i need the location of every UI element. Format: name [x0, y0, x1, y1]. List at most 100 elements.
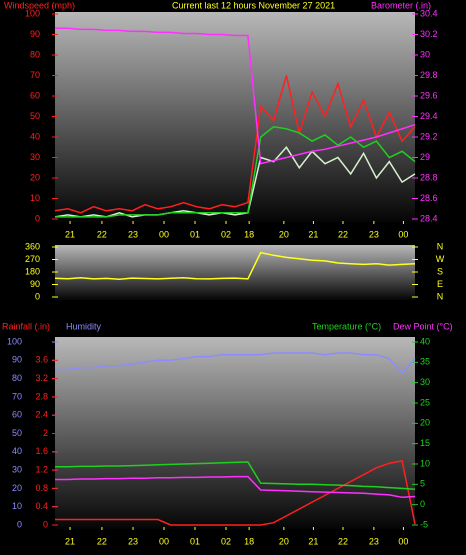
panel: [55, 245, 415, 300]
x-tick-label: 00: [398, 536, 408, 546]
y-tick-label: 90: [12, 355, 22, 365]
y2-tick-label: 29.6: [420, 90, 438, 100]
x-tick-label: 21: [65, 536, 75, 546]
y-tick-label: 100: [25, 8, 40, 18]
y-tick-label: 90: [30, 279, 40, 289]
x-tick-label: 20: [279, 229, 289, 239]
series-line: [55, 27, 416, 165]
chart-title: Current last 12 hours November 27 2021: [172, 0, 335, 10]
y-tick-label: 10: [12, 501, 22, 511]
x-tick-label: 02: [221, 536, 231, 546]
series-line: [54, 75, 416, 214]
x-tick-label: 20: [279, 536, 289, 546]
y-tick-label: 50: [30, 111, 40, 121]
y2-tick-label: 29.8: [420, 70, 438, 80]
x-tick-label: 22: [338, 229, 348, 239]
y3-tick-label: 2.8: [35, 391, 48, 401]
y2-tick-label: W: [436, 254, 445, 264]
panel: [55, 12, 415, 222]
y2-tick-label: E: [437, 279, 443, 289]
y2-tick-label: 28.8: [420, 172, 438, 182]
y2-tick-label: 29.2: [420, 131, 438, 141]
x-tick-label: 22: [97, 229, 107, 239]
x-tick-label: 00: [159, 229, 169, 239]
legend-label: Rainfall (.in): [2, 321, 50, 331]
series-line: [54, 251, 416, 280]
y2-tick-label: 35: [420, 357, 430, 367]
y-tick-label: 80: [30, 49, 40, 59]
y3-tick-label: 3.2: [35, 373, 48, 383]
x-tick-label: 00: [398, 229, 408, 239]
y2-label: Barometer (.in): [371, 0, 431, 10]
y-tick-label: 0: [17, 519, 22, 529]
legend-label: Humidity: [66, 321, 102, 331]
y-tick-label: 0: [35, 213, 40, 223]
y3-tick-label: 1.2: [35, 464, 48, 474]
x-tick-label: 21: [308, 536, 318, 546]
y-tick-label: 40: [30, 131, 40, 141]
y-tick-label: 30: [12, 464, 22, 474]
y-label: Windspeed (mph): [4, 0, 75, 10]
x-tick-label: 21: [65, 229, 75, 239]
x-tick-label: 22: [97, 536, 107, 546]
series-line: [55, 352, 416, 375]
y2-tick-label: 5: [420, 479, 425, 489]
y2-tick-label: N: [437, 241, 444, 251]
y2-tick-label: 0: [420, 499, 425, 509]
y-tick-label: 270: [25, 254, 40, 264]
y2-tick-label: 29: [420, 152, 430, 162]
y2-tick-label: 30: [420, 49, 430, 59]
legend-label: Dew Point (°C): [393, 321, 453, 331]
y2-tick-label: N: [437, 291, 444, 301]
y2-tick-label: 29.4: [420, 111, 438, 121]
x-tick-label: 18: [244, 536, 254, 546]
series-line: [55, 460, 416, 526]
series-line: [54, 146, 416, 218]
y-tick-label: 20: [12, 483, 22, 493]
y2-tick-label: 30.4: [420, 8, 438, 18]
x-tick-label: 01: [190, 536, 200, 546]
y-tick-label: 90: [30, 29, 40, 39]
y2-tick-label: S: [437, 266, 443, 276]
y-tick-label: 70: [12, 391, 22, 401]
y2-tick-label: 30.2: [420, 29, 438, 39]
y-tick-label: 40: [12, 446, 22, 456]
series-line: [55, 126, 416, 218]
y3-tick-label: 2.4: [35, 410, 48, 420]
y3-tick-label: 1.6: [35, 446, 48, 456]
y2-tick-label: 10: [420, 458, 430, 468]
y2-tick-label: -5: [420, 519, 428, 529]
y-tick-label: 70: [30, 70, 40, 80]
x-tick-label: 01: [190, 229, 200, 239]
x-tick-label: 21: [308, 229, 318, 239]
y-tick-label: 30: [30, 152, 40, 162]
y2-tick-label: 25: [420, 397, 430, 407]
y3-tick-label: 2: [43, 428, 48, 438]
x-tick-label: 00: [159, 536, 169, 546]
y3-tick-label: 0.8: [35, 483, 48, 493]
y2-tick-label: 20: [420, 418, 430, 428]
series-line: [55, 461, 416, 490]
x-tick-label: 23: [369, 229, 379, 239]
panel: [55, 337, 415, 529]
y-tick-label: 60: [30, 90, 40, 100]
x-tick-label: 23: [369, 536, 379, 546]
y-tick-label: 80: [12, 373, 22, 383]
series-line: [55, 475, 416, 499]
y-tick-label: 180: [25, 266, 40, 276]
y2-tick-label: 15: [420, 438, 430, 448]
y2-tick-label: 28.6: [420, 193, 438, 203]
x-tick-label: 02: [221, 229, 231, 239]
x-tick-label: 23: [128, 229, 138, 239]
y2-tick-label: 30: [420, 377, 430, 387]
x-tick-label: 22: [338, 536, 348, 546]
y2-tick-label: 28.4: [420, 213, 438, 223]
x-tick-label: 23: [128, 536, 138, 546]
y3-tick-label: 3.6: [35, 355, 48, 365]
y-tick-label: 0: [35, 291, 40, 301]
y-tick-label: 360: [25, 241, 40, 251]
y3-tick-label: 0.4: [35, 501, 48, 511]
y-tick-label: 50: [12, 428, 22, 438]
y-tick-label: 100: [7, 336, 22, 346]
